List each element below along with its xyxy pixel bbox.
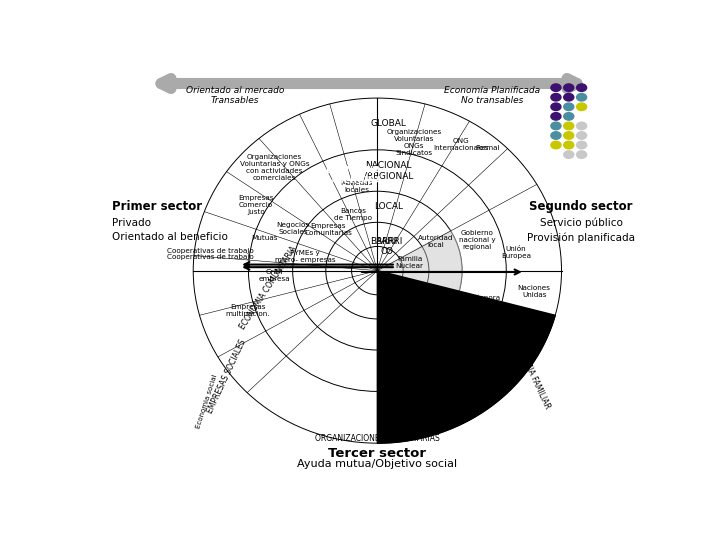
Text: Privado: Privado xyxy=(112,218,151,228)
Text: PYMEs y
micro- empresas: PYMEs y micro- empresas xyxy=(275,250,336,263)
Text: ONG
Internacionales: ONG Internacionales xyxy=(433,138,489,151)
Circle shape xyxy=(577,141,587,149)
Circle shape xyxy=(577,93,587,101)
Circle shape xyxy=(551,113,561,120)
Text: Empresas
Comunitarias: Empresas Comunitarias xyxy=(304,222,352,235)
Circle shape xyxy=(564,132,574,139)
Text: Economía Planificada
No transables: Economía Planificada No transables xyxy=(444,85,540,105)
Circle shape xyxy=(577,84,587,91)
Text: BARRI
O: BARRI O xyxy=(375,237,402,256)
Text: ECONOMIA
SUMERGIDA: ECONOMIA SUMERGIDA xyxy=(322,166,383,185)
Text: Segundo sector: Segundo sector xyxy=(529,200,633,213)
Text: Cooperativas de trabajo: Cooperativas de trabajo xyxy=(166,254,253,260)
Text: Ayuda mutua/Objetivo social: Ayuda mutua/Objetivo social xyxy=(297,459,457,469)
Text: GLOBAL: GLOBAL xyxy=(371,119,407,129)
Text: BARRI
O: BARRI O xyxy=(370,237,397,256)
Polygon shape xyxy=(377,231,462,291)
Text: Empresas
Comercio
Justo: Empresas Comercio Justo xyxy=(238,195,274,215)
Text: Monedas
locales: Monedas locales xyxy=(341,180,373,193)
Text: ORGANIZACIONES VOLUNTARIAS: ORGANIZACIONES VOLUNTARIAS xyxy=(315,434,440,442)
Text: Organizaciones
Voluntarias
ONGs
Sindicatos: Organizaciones Voluntarias ONGs Sindicat… xyxy=(387,129,441,156)
Circle shape xyxy=(551,122,561,130)
Text: Mutuas: Mutuas xyxy=(251,235,278,241)
Text: Empresas
multinacion.: Empresas multinacion. xyxy=(225,303,270,316)
Polygon shape xyxy=(377,271,555,443)
Text: EMPRESAS SOCIALES: EMPRESAS SOCIALES xyxy=(206,338,248,415)
Circle shape xyxy=(551,103,561,111)
Text: Informal: Informal xyxy=(480,332,510,338)
Circle shape xyxy=(577,103,587,111)
Circle shape xyxy=(551,132,561,139)
Text: Unión
Europea: Unión Europea xyxy=(501,246,531,259)
Circle shape xyxy=(551,93,561,101)
Text: Economia social: Economia social xyxy=(196,374,219,429)
Text: NACIONAL
/REGIONAL: NACIONAL /REGIONAL xyxy=(364,161,413,180)
Text: Gobierno
nacional y
regional: Gobierno nacional y regional xyxy=(459,230,495,250)
Text: Diáspora: Diáspora xyxy=(468,294,500,301)
Circle shape xyxy=(577,151,587,158)
Circle shape xyxy=(564,84,574,91)
Text: Primer sector: Primer sector xyxy=(112,200,202,213)
Text: Tercer sector: Tercer sector xyxy=(328,447,426,460)
Circle shape xyxy=(577,122,587,130)
Circle shape xyxy=(551,84,561,91)
Text: Servicio público: Servicio público xyxy=(539,218,623,228)
Circle shape xyxy=(564,113,574,120)
Text: LOCAL: LOCAL xyxy=(374,202,403,211)
Circle shape xyxy=(564,141,574,149)
Circle shape xyxy=(577,132,587,139)
Text: ECONOMIA COMUNITARIA: ECONOMIA COMUNITARIA xyxy=(238,245,299,332)
Circle shape xyxy=(564,151,574,158)
Text: Cooperativas de trabajo: Cooperativas de trabajo xyxy=(166,248,253,254)
Circle shape xyxy=(551,141,561,149)
Text: Organizaciones
Voluntarias y ONGs
con actividades
comerciales: Organizaciones Voluntarias y ONGs con ac… xyxy=(240,154,309,181)
Text: Provisión planificada: Provisión planificada xyxy=(527,232,635,242)
Text: Familia
Nuclear: Familia Nuclear xyxy=(395,256,423,269)
Circle shape xyxy=(564,122,574,130)
Circle shape xyxy=(564,93,574,101)
Text: Gran
empresa: Gran empresa xyxy=(258,269,290,282)
Text: ECONOMIA FAMILIAR: ECONOMIA FAMILIAR xyxy=(510,335,552,410)
Text: Naciones
Unidas: Naciones Unidas xyxy=(518,285,551,298)
Text: Bancos
de Tiempo: Bancos de Tiempo xyxy=(334,208,372,221)
Text: Autoridad
local: Autoridad local xyxy=(418,235,454,248)
Text: ECONOMIA MUTUA/AYUDA: ECONOMIA MUTUA/AYUDA xyxy=(395,283,487,338)
Text: Formal: Formal xyxy=(475,145,500,151)
Text: Negocios
Sociales: Negocios Sociales xyxy=(276,222,310,235)
Text: Orientado al beneficio: Orientado al beneficio xyxy=(112,232,228,242)
Text: Orientado al mercado
Transables: Orientado al mercado Transables xyxy=(186,85,284,105)
Circle shape xyxy=(564,103,574,111)
